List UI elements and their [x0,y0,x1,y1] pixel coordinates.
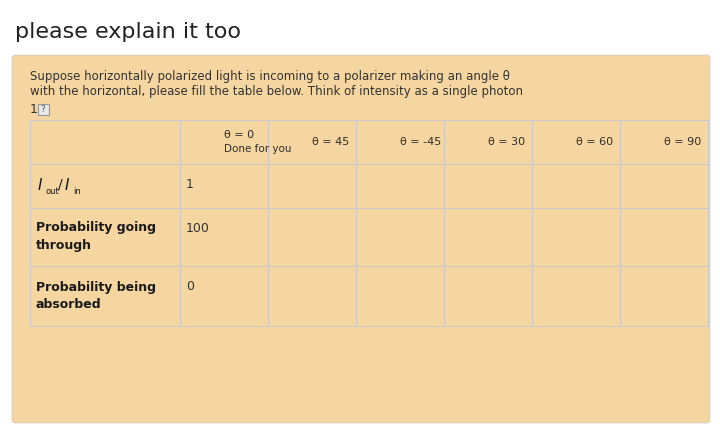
Text: 1: 1 [186,178,194,191]
Text: ?: ? [40,105,45,114]
Text: θ = 60: θ = 60 [576,137,613,147]
Text: I: I [65,178,70,193]
Text: /: / [58,177,63,191]
Text: θ = -45: θ = -45 [400,137,441,147]
Text: with the horizontal, please fill the table below. Think of intensity as a single: with the horizontal, please fill the tab… [30,85,523,98]
Text: out: out [46,187,60,196]
Text: θ = 45: θ = 45 [312,137,349,147]
Text: Done for you: Done for you [224,144,292,154]
Text: θ = 90: θ = 90 [664,137,701,147]
Text: θ = 30: θ = 30 [488,137,525,147]
Text: in: in [73,187,81,196]
FancyBboxPatch shape [37,104,48,114]
Text: Suppose horizontally polarized light is incoming to a polarizer making an angle : Suppose horizontally polarized light is … [30,70,510,83]
Text: 0: 0 [186,280,194,293]
Text: through: through [36,238,92,251]
Text: absorbed: absorbed [36,298,102,311]
Text: θ = 0: θ = 0 [224,130,254,140]
Text: 100: 100 [186,222,210,235]
Text: Probability going: Probability going [36,222,156,235]
Text: I: I [38,178,42,193]
FancyBboxPatch shape [12,55,710,423]
Text: Probability being: Probability being [36,280,156,293]
Text: please explain it too: please explain it too [15,22,241,42]
Text: 1: 1 [30,103,38,116]
